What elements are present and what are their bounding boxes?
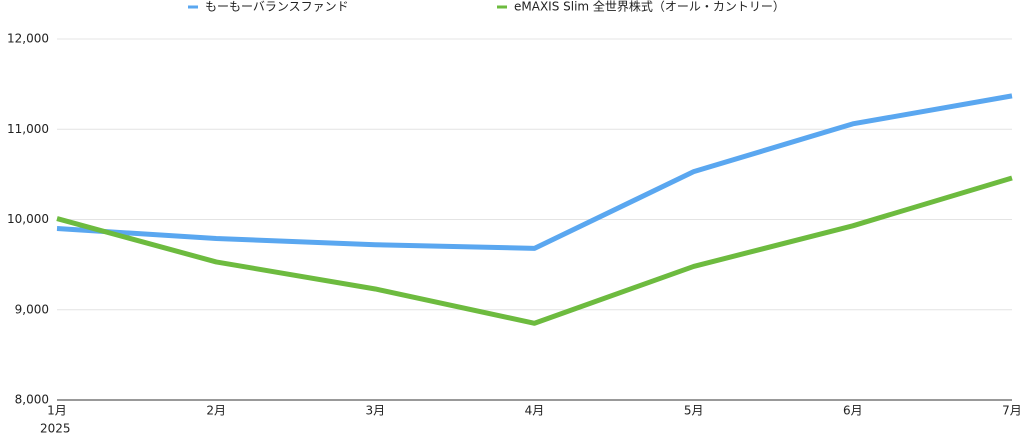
y-tick-label: 11,000 [7, 122, 49, 136]
x-tick-label: 2月 [206, 404, 226, 418]
legend-label: eMAXIS Slim 全世界株式（オール・カントリー） [514, 0, 785, 14]
x-tick-label: 7月 [1002, 404, 1022, 418]
y-tick-label: 9,000 [15, 302, 49, 316]
year-label: 2025 [40, 422, 71, 436]
x-tick-label: 1月 [47, 404, 67, 418]
y-tick-label: 8,000 [15, 393, 49, 407]
legend-label: もーもーバランスファンド [205, 0, 349, 14]
x-tick-label: 5月 [684, 404, 704, 418]
series-line [56, 175, 1013, 326]
series-line [56, 93, 1013, 251]
x-tick-label: 3月 [366, 404, 386, 418]
x-tick-label: 4月 [525, 404, 545, 418]
y-tick-label: 10,000 [7, 212, 49, 226]
x-tick-label: 6月 [843, 404, 863, 418]
y-tick-label: 12,000 [7, 32, 49, 46]
